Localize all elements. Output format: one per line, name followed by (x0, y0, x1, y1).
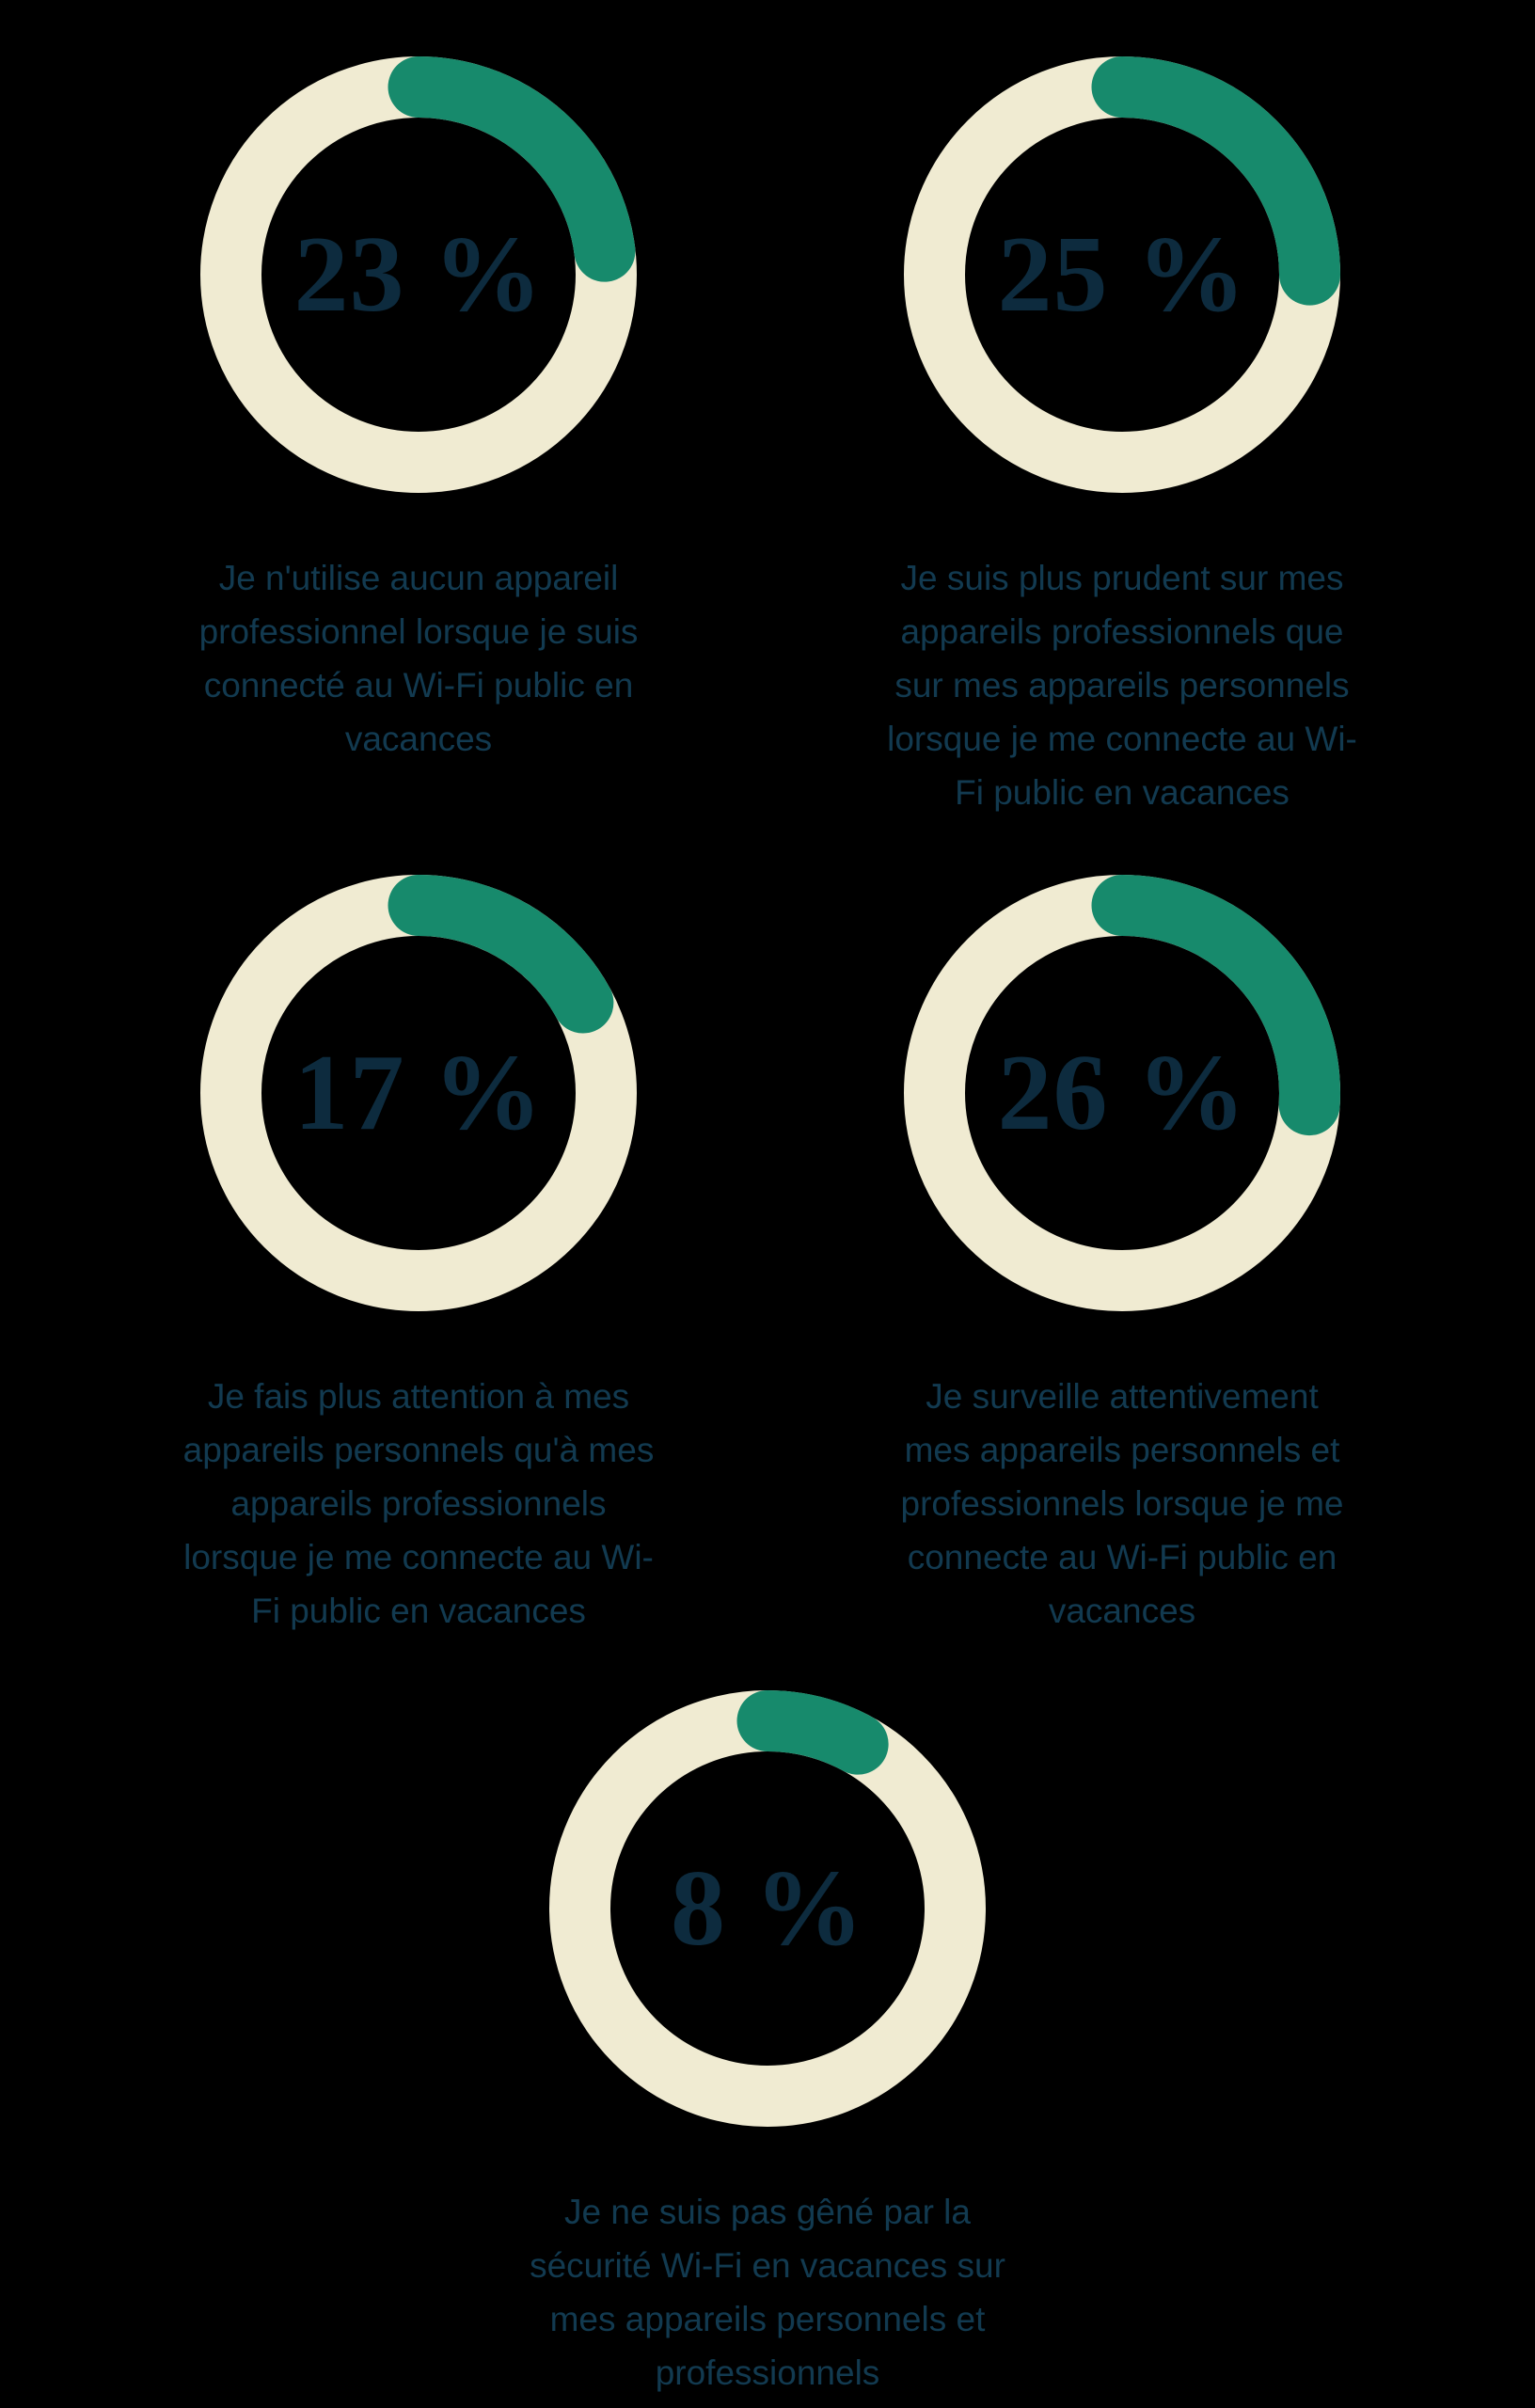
percentage-label: 17 % (293, 1032, 544, 1153)
percentage-label: 23 % (293, 214, 544, 335)
donut-wrap: 23 % (200, 56, 637, 493)
donut-chart (549, 1690, 986, 2127)
stat-caption: Je n'utilise aucun appareil professionne… (198, 559, 639, 758)
stat-figure-watch-all-devices: 26 % Je surveille attentivement mes appa… (793, 875, 1451, 1638)
donut-wrap: 26 % (904, 875, 1340, 1311)
stat-caption: Je fais plus attention à mes appareils p… (182, 1377, 655, 1630)
donut-wrap: 8 % (549, 1690, 986, 2127)
donut-wrap: 17 % (200, 875, 637, 1311)
donut-chart (200, 56, 637, 493)
donut-chart (904, 56, 1340, 493)
stat-figure-more-careful-work-devices: 25 % Je suis plus prudent sur mes appare… (793, 56, 1451, 819)
donut-chart (200, 875, 637, 1311)
stat-figure-not-bothered: 8 % Je ne suis pas gêné par la sécurité … (438, 1690, 1097, 2400)
percentage-label: 25 % (997, 214, 1247, 335)
stat-caption: Je suis plus prudent sur mes appareils p… (887, 559, 1357, 812)
percentage-label: 8 % (671, 1847, 864, 1969)
stat-figure-more-careful-personal-devices: 17 % Je fais plus attention à mes appare… (89, 875, 748, 1638)
stat-figure-no-work-device: 23 % Je n'utilise aucun appareil profess… (89, 56, 748, 766)
donut-wrap: 25 % (904, 56, 1340, 493)
percentage-label: 26 % (997, 1032, 1247, 1153)
donut-progress-arc (904, 56, 1340, 493)
donut-progress-arc (200, 56, 637, 493)
donut-progress-arc (904, 875, 1340, 1311)
donut-progress-arc (549, 1690, 986, 2127)
stat-caption: Je surveille attentivement mes appareils… (900, 1377, 1344, 1630)
donut-progress-arc (200, 875, 637, 1311)
stat-caption: Je ne suis pas gêné par la sécurité Wi-F… (530, 2193, 1005, 2392)
donut-chart (904, 875, 1340, 1311)
